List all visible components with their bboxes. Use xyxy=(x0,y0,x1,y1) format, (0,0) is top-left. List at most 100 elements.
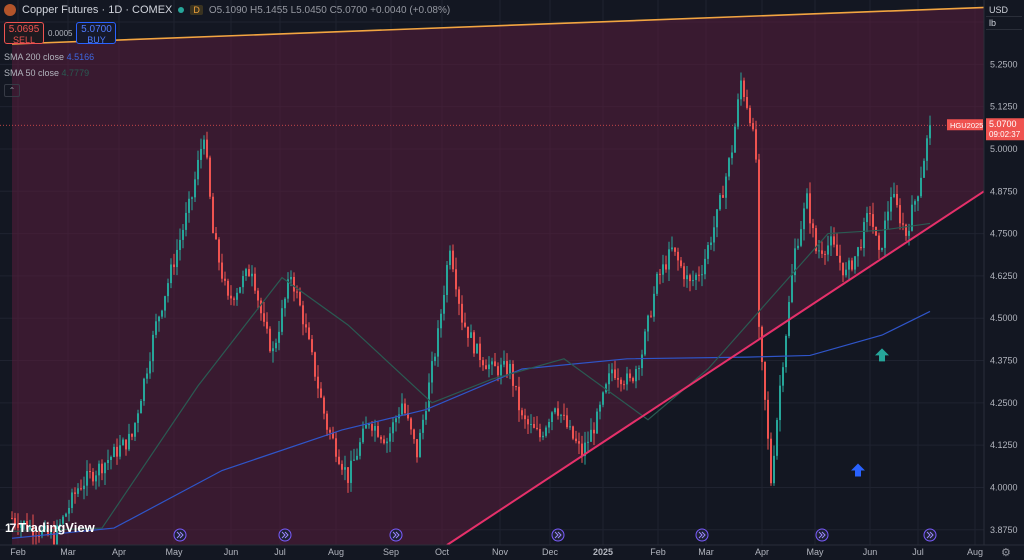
candle xyxy=(155,321,157,335)
currency-value[interactable]: USD xyxy=(986,4,1022,17)
candle xyxy=(203,139,205,150)
event-marker-glyph xyxy=(392,531,400,539)
candle xyxy=(800,229,802,246)
candle xyxy=(128,433,130,450)
candle xyxy=(824,253,826,255)
candle xyxy=(740,80,742,100)
currency-selector[interactable]: USD lb xyxy=(986,4,1022,30)
candle xyxy=(497,366,499,376)
ohlc-readout: O5.1090 H5.1455 L5.0450 C5.0700 +0.0040 … xyxy=(208,4,451,16)
candle xyxy=(680,260,682,267)
candle xyxy=(677,251,679,261)
candle xyxy=(185,212,187,230)
candle xyxy=(59,523,61,526)
candle xyxy=(419,432,421,458)
settings-gear-icon[interactable]: ⚙ xyxy=(1001,547,1011,559)
event-marker-glyph xyxy=(698,531,706,539)
candle xyxy=(671,247,673,250)
candle xyxy=(17,523,19,528)
candle xyxy=(776,420,778,456)
candle xyxy=(137,413,139,423)
candle xyxy=(722,195,724,198)
candle xyxy=(98,463,100,476)
candle xyxy=(323,397,325,414)
candle xyxy=(230,295,232,299)
candle xyxy=(653,293,655,317)
candle xyxy=(275,342,277,349)
candle xyxy=(869,213,871,215)
candle xyxy=(758,159,760,327)
candle xyxy=(650,315,652,317)
candle xyxy=(299,292,301,306)
candle xyxy=(341,463,343,470)
candle xyxy=(710,242,712,246)
arrow-up-icon xyxy=(875,348,889,362)
candle xyxy=(218,239,220,263)
tradingview-logo: 17 TradingView xyxy=(5,520,95,535)
candle xyxy=(632,378,634,382)
candle xyxy=(812,223,814,229)
candle xyxy=(830,236,832,246)
candle xyxy=(599,404,601,412)
candle xyxy=(452,250,454,270)
buy-button[interactable]: 5.0700 BUY xyxy=(76,22,117,45)
candle xyxy=(131,433,133,437)
candle xyxy=(656,273,658,294)
candle xyxy=(791,275,793,303)
candle xyxy=(755,129,757,160)
candle xyxy=(767,399,769,439)
candle xyxy=(668,249,670,270)
candle xyxy=(71,492,73,508)
countdown-text: 09:02:37 xyxy=(989,130,1021,139)
candle xyxy=(881,247,883,250)
candle xyxy=(281,308,283,332)
chart-title[interactable]: Copper Futures · 1D · COMEX xyxy=(22,4,173,16)
candle xyxy=(410,418,412,430)
candle xyxy=(110,456,112,460)
candle xyxy=(815,228,817,252)
candle xyxy=(317,376,319,389)
x-tick-label: Dec xyxy=(542,547,559,557)
indicator-sma50[interactable]: SMA 50 close 4.7779 xyxy=(4,68,90,78)
candle xyxy=(857,247,859,257)
y-tick-label: 4.6250 xyxy=(990,271,1018,281)
candles xyxy=(11,72,931,549)
candle xyxy=(485,365,487,370)
candle xyxy=(533,423,535,428)
x-tick-label: Feb xyxy=(10,547,26,557)
indicator-sma200[interactable]: SMA 200 close 4.5166 xyxy=(4,52,95,62)
symbol-tag-text: HGU2025 xyxy=(950,121,983,130)
collapse-indicators-button[interactable]: ⌃ xyxy=(4,84,20,97)
candle xyxy=(224,278,226,281)
candle xyxy=(461,303,463,323)
candle xyxy=(701,274,703,276)
candle xyxy=(170,264,172,284)
candle xyxy=(200,149,202,160)
candle xyxy=(434,356,436,362)
candle xyxy=(725,176,727,198)
candle xyxy=(821,250,823,254)
candle xyxy=(770,438,772,484)
event-marker-glyph xyxy=(926,531,934,539)
candle xyxy=(641,354,643,369)
candle xyxy=(848,260,850,270)
candle xyxy=(779,385,781,421)
candle xyxy=(287,279,289,299)
candle xyxy=(158,316,160,322)
candle xyxy=(905,224,907,236)
candle xyxy=(911,204,913,231)
candle xyxy=(566,415,568,428)
unit-value[interactable]: lb xyxy=(986,17,1022,30)
sell-button[interactable]: 5.0695 SELL xyxy=(4,22,44,45)
candle xyxy=(605,384,607,393)
event-marker-glyph xyxy=(281,531,289,539)
candle xyxy=(494,361,496,367)
candle xyxy=(284,298,286,309)
candle xyxy=(635,369,637,382)
candle xyxy=(638,368,640,370)
y-tick-label: 4.5000 xyxy=(990,313,1018,323)
candle xyxy=(140,400,142,414)
